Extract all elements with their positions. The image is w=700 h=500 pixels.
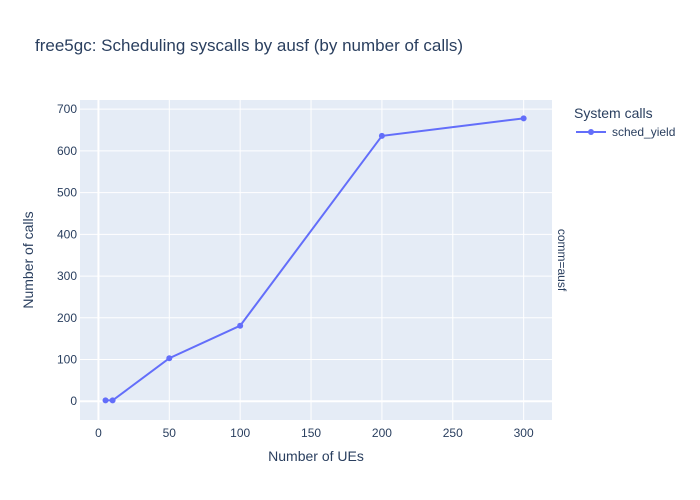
x-axis-title: Number of UEs: [268, 448, 364, 464]
y-tick-label: 700: [57, 102, 77, 116]
legend-marker: [588, 129, 594, 135]
chart-title: free5gc: Scheduling syscalls by ausf (by…: [35, 36, 463, 55]
data-point[interactable]: [109, 397, 116, 404]
series-layer: [102, 115, 527, 404]
y-tick-label: 300: [57, 269, 77, 283]
legend-label: sched_yield: [612, 125, 675, 139]
x-tick-label: 200: [372, 426, 392, 440]
x-tick-label: 250: [443, 426, 463, 440]
gridlines: [80, 100, 552, 420]
x-tick-label: 0: [95, 426, 102, 440]
data-point[interactable]: [378, 132, 385, 139]
data-point[interactable]: [520, 115, 527, 122]
legend-title: System calls: [574, 105, 653, 121]
data-point[interactable]: [102, 397, 109, 404]
x-tick-label: 50: [163, 426, 177, 440]
data-point[interactable]: [237, 322, 244, 329]
legend-item-sched-yield[interactable]: sched_yield: [576, 125, 675, 139]
facet-label: comm=ausf: [555, 229, 569, 292]
x-tick-label: 150: [301, 426, 321, 440]
y-axis-title: Number of calls: [20, 211, 36, 308]
y-tick-label: 0: [70, 394, 77, 408]
y-tick-label: 600: [57, 144, 77, 158]
x-tick-label: 300: [514, 426, 534, 440]
data-point[interactable]: [166, 355, 173, 362]
y-tick-label: 400: [57, 227, 77, 241]
y-tick-label: 100: [57, 353, 77, 367]
legend[interactable]: System calls sched_yield: [574, 105, 675, 139]
y-tick-label: 500: [57, 186, 77, 200]
y-tick-label: 200: [57, 311, 77, 325]
x-tick-label: 100: [230, 426, 250, 440]
tick-labels: 0 50 100 150 200 250 300 0 100 200 300 400 500 600 700: [57, 102, 534, 440]
